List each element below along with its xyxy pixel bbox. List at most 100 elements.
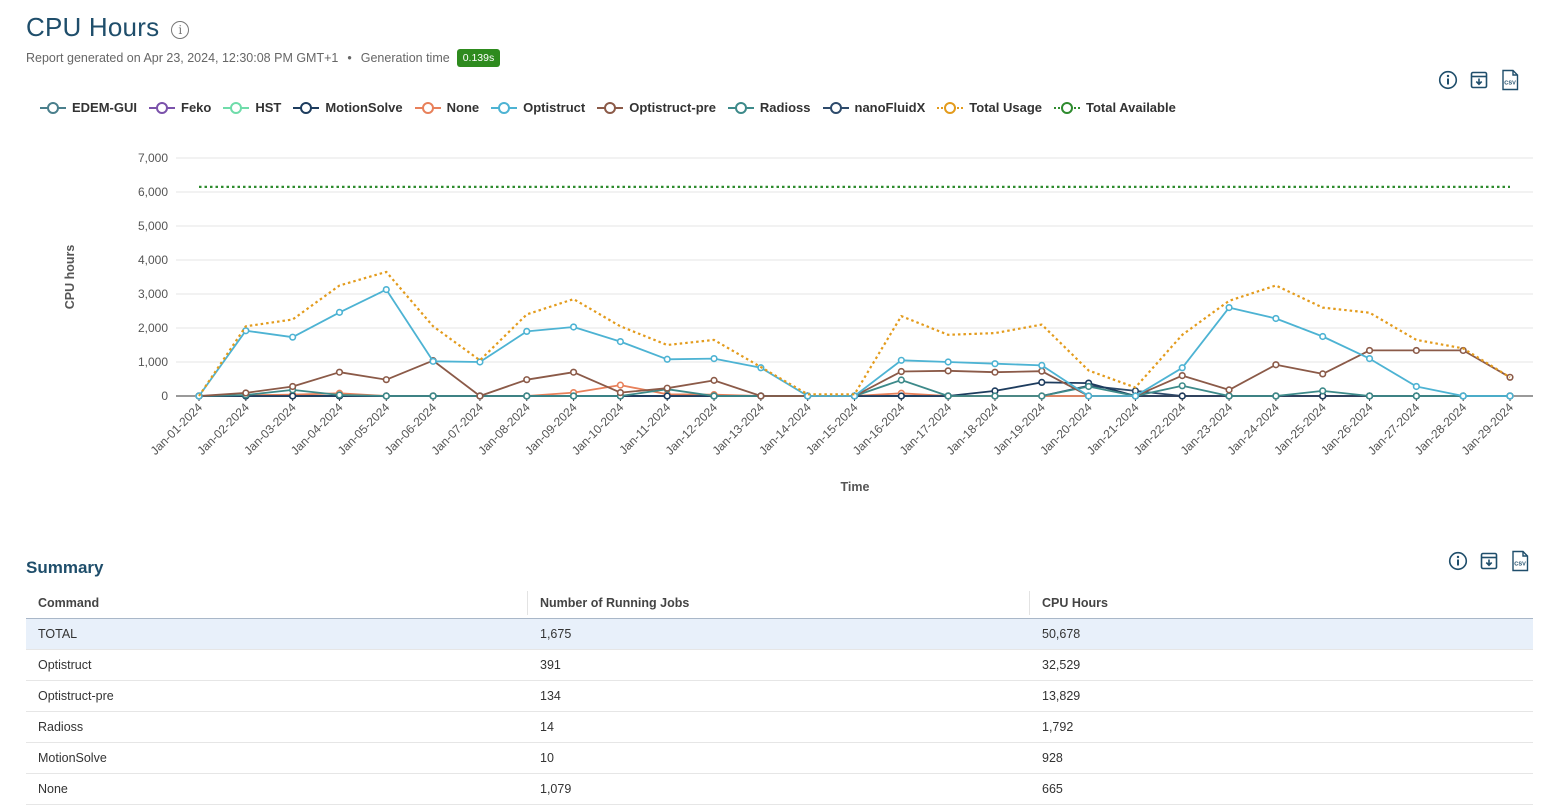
- data-point[interactable]: [569, 368, 578, 376]
- legend-item[interactable]: Total Available: [1054, 100, 1176, 115]
- table-row[interactable]: MotionSolve 10 928: [26, 742, 1533, 774]
- table-row[interactable]: Radioss 14 1,792: [26, 711, 1533, 743]
- data-point[interactable]: [944, 367, 952, 375]
- data-point[interactable]: [335, 308, 344, 316]
- data-point[interactable]: [991, 368, 999, 376]
- legend-item[interactable]: EDEM-GUI: [40, 100, 137, 115]
- data-point[interactable]: [289, 333, 297, 341]
- legend-item[interactable]: nanoFluidX: [822, 100, 925, 115]
- legend-marker-icon: [40, 101, 66, 114]
- data-point[interactable]: [897, 367, 905, 376]
- data-point[interactable]: [1272, 392, 1280, 400]
- series-line-total-usage[interactable]: [198, 270, 1511, 397]
- data-point[interactable]: [1365, 392, 1374, 400]
- data-point[interactable]: [382, 285, 390, 294]
- data-point[interactable]: [335, 391, 344, 399]
- legend-item[interactable]: Radioss: [727, 100, 811, 115]
- column-header-running-jobs[interactable]: Number of Running Jobs: [528, 588, 1030, 619]
- data-point[interactable]: [1272, 361, 1280, 369]
- table-row-total[interactable]: TOTAL 1,675 50,678: [26, 618, 1533, 650]
- table-row[interactable]: Optistruct-pre 134 13,829: [26, 680, 1533, 712]
- info-icon[interactable]: [1438, 70, 1458, 90]
- data-point[interactable]: [1459, 392, 1467, 400]
- data-point[interactable]: [991, 360, 999, 368]
- data-point[interactable]: [1131, 392, 1140, 400]
- data-point[interactable]: [1506, 392, 1514, 400]
- data-point[interactable]: [1038, 392, 1046, 400]
- data-point[interactable]: [1412, 392, 1420, 400]
- data-point[interactable]: [897, 392, 905, 400]
- info-icon[interactable]: i: [171, 20, 190, 39]
- data-point[interactable]: [710, 355, 718, 363]
- data-point[interactable]: [1038, 361, 1046, 369]
- data-point[interactable]: [429, 357, 437, 365]
- data-point[interactable]: [616, 338, 624, 346]
- data-point[interactable]: [710, 376, 718, 384]
- column-header-cpu-hours[interactable]: CPU Hours: [1030, 588, 1533, 619]
- series-line-optistruct-pre[interactable]: [198, 349, 1511, 397]
- series-line-optistruct[interactable]: [198, 288, 1510, 397]
- info-icon[interactable]: [1448, 551, 1468, 571]
- data-point[interactable]: [523, 327, 531, 335]
- data-point[interactable]: [1038, 378, 1046, 386]
- data-point[interactable]: [523, 392, 531, 400]
- data-point[interactable]: [569, 392, 578, 400]
- data-point[interactable]: [1272, 314, 1280, 323]
- legend-item[interactable]: Optistruct-pre: [597, 100, 716, 115]
- data-point[interactable]: [335, 368, 344, 376]
- data-point[interactable]: [1225, 386, 1233, 394]
- data-point[interactable]: [476, 392, 484, 400]
- data-point[interactable]: [616, 381, 624, 389]
- data-point[interactable]: [1178, 372, 1186, 380]
- data-point[interactable]: [523, 376, 531, 384]
- data-point[interactable]: [1319, 332, 1327, 341]
- table-row[interactable]: None 1,079 665: [26, 773, 1533, 805]
- data-point[interactable]: [476, 358, 484, 366]
- data-point[interactable]: [289, 392, 297, 400]
- data-point[interactable]: [897, 356, 905, 364]
- data-point[interactable]: [1085, 392, 1093, 400]
- legend-item[interactable]: Optistruct: [491, 100, 585, 115]
- data-point[interactable]: [616, 389, 624, 397]
- data-point[interactable]: [382, 376, 390, 384]
- legend-item[interactable]: Total Usage: [937, 100, 1042, 115]
- archive-download-icon[interactable]: [1469, 70, 1489, 90]
- data-point[interactable]: [1038, 367, 1046, 375]
- archive-download-icon[interactable]: [1479, 551, 1499, 571]
- data-point[interactable]: [1412, 382, 1420, 391]
- data-point[interactable]: [242, 389, 250, 397]
- data-point[interactable]: [1225, 392, 1233, 400]
- legend-item[interactable]: Feko: [149, 100, 211, 115]
- data-point[interactable]: [569, 323, 578, 331]
- data-point[interactable]: [944, 392, 952, 400]
- csv-export-icon[interactable]: CSV: [1510, 550, 1530, 572]
- data-point[interactable]: [289, 382, 297, 391]
- data-point[interactable]: [1412, 346, 1420, 355]
- data-point[interactable]: [1178, 392, 1186, 400]
- csv-export-icon[interactable]: CSV: [1500, 69, 1520, 91]
- data-point[interactable]: [944, 358, 952, 366]
- column-header-command[interactable]: Command: [26, 588, 528, 619]
- data-point[interactable]: [663, 355, 671, 363]
- data-point[interactable]: [991, 392, 999, 400]
- data-point[interactable]: [897, 376, 905, 384]
- data-point[interactable]: [663, 392, 671, 400]
- data-point[interactable]: [382, 392, 390, 400]
- data-point[interactable]: [710, 392, 718, 400]
- table-header-row: Command Number of Running Jobs CPU Hours: [26, 588, 1533, 619]
- data-point[interactable]: [1365, 346, 1374, 355]
- data-point[interactable]: [1319, 370, 1327, 378]
- data-point[interactable]: [663, 384, 671, 392]
- data-point[interactable]: [757, 392, 765, 400]
- data-point[interactable]: [1319, 387, 1327, 395]
- data-point[interactable]: [1085, 382, 1093, 391]
- data-point[interactable]: [1365, 355, 1374, 363]
- legend-item[interactable]: HST: [223, 100, 281, 115]
- table-row[interactable]: Optistruct 391 32,529: [26, 649, 1533, 681]
- data-point[interactable]: [1178, 382, 1186, 390]
- data-point[interactable]: [1225, 304, 1233, 312]
- legend-item[interactable]: None: [414, 100, 479, 115]
- legend-item[interactable]: MotionSolve: [293, 100, 403, 115]
- data-point[interactable]: [1178, 364, 1186, 372]
- data-point[interactable]: [429, 392, 437, 400]
